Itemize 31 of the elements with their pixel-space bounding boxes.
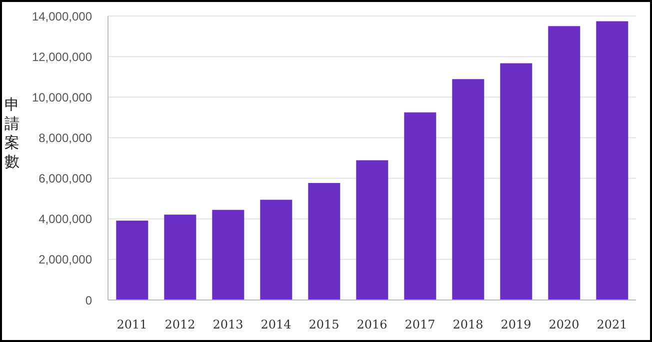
bar <box>212 210 244 300</box>
x-tick-label: 2015 <box>308 318 340 332</box>
bar <box>404 112 436 300</box>
y-tick-label: 0 <box>85 293 92 308</box>
x-tick-label: 2020 <box>548 318 580 332</box>
bar <box>164 214 196 300</box>
bar <box>260 200 292 300</box>
x-tick-label: 2021 <box>596 318 628 332</box>
bar <box>500 63 532 300</box>
x-tick-label: 2018 <box>452 318 484 332</box>
y-tick-label: 2,000,000 <box>38 252 92 267</box>
y-tick-label: 4,000,000 <box>38 212 92 226</box>
bar <box>452 79 484 300</box>
y-tick-label: 10,000,000 <box>32 90 92 104</box>
y-axis-title: 申請案數 <box>4 96 20 170</box>
x-tick-label: 2017 <box>404 318 436 332</box>
x-tick-label: 2013 <box>212 318 244 332</box>
x-tick-label: 2011 <box>116 318 148 332</box>
bar <box>596 21 628 300</box>
bar <box>356 160 388 300</box>
x-tick-label: 2014 <box>260 318 292 332</box>
bar <box>308 182 340 300</box>
y-tick-label: 6,000,000 <box>38 172 92 186</box>
y-tick-label: 8,000,000 <box>38 130 92 145</box>
bar <box>116 220 148 300</box>
x-tick-label: 2016 <box>356 318 388 332</box>
x-tick-label: 2012 <box>164 318 196 332</box>
bar <box>548 26 580 300</box>
y-tick-label: 12,000,000 <box>32 50 92 64</box>
y-tick-label: 14,000,000 <box>32 9 92 24</box>
x-tick-label: 2019 <box>500 318 532 332</box>
